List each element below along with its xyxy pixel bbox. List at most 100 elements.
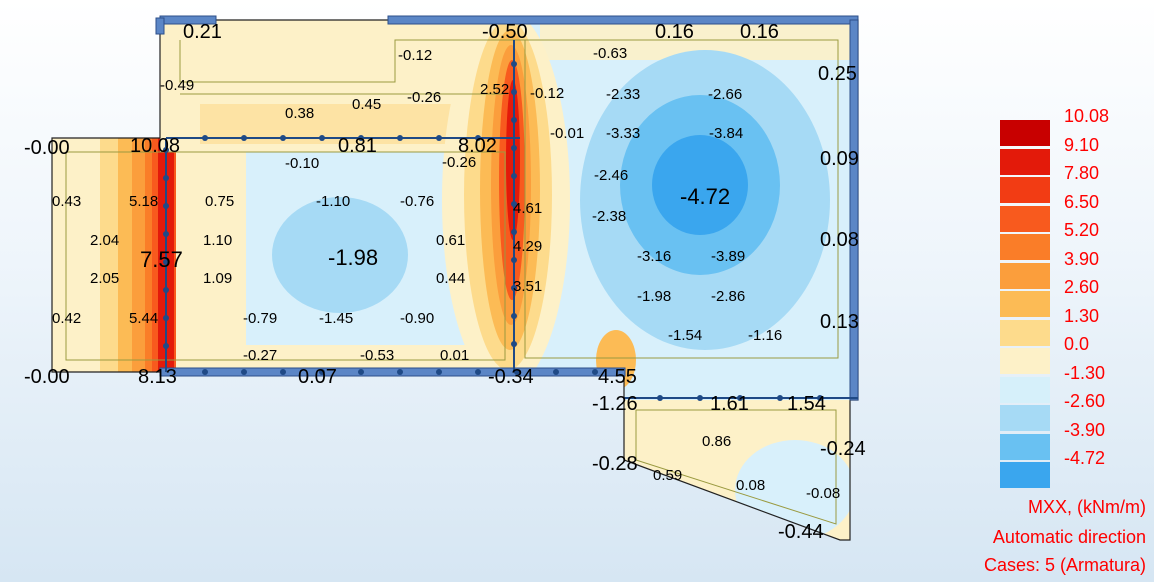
moment-value-label: 4.55 [598,366,637,388]
support-node [511,117,517,123]
moment-value-label: 5.18 [129,193,158,210]
support-nodes [163,61,823,401]
support-node [319,369,325,375]
moment-value-label: -1.98 [328,245,378,270]
moment-value-label: 0.25 [818,63,857,85]
support-node [657,395,663,401]
moment-value-label: -3.89 [711,248,745,265]
legend-swatch [1000,262,1050,289]
support-node [511,285,517,291]
moment-value-label: -0.12 [398,47,432,64]
moment-value-label: -0.34 [488,366,534,388]
support-node [241,135,247,141]
moment-value-label: -0.01 [550,125,584,142]
legend-swatch [1000,462,1050,488]
legend-swatch [1000,291,1050,317]
support-node [511,313,517,319]
moment-value-label: -0.50 [482,21,528,43]
moment-value-label: -0.12 [530,85,564,102]
moment-value-label: -0.00 [24,366,70,388]
support-node [436,369,442,375]
moment-value-label: -0.27 [243,347,277,364]
support-node [163,287,169,293]
support-node [817,395,823,401]
support-node [358,369,364,375]
legend-label: 9.10 [1064,134,1100,155]
legend-swatch [1000,433,1050,460]
legend-swatch [1000,319,1050,346]
support-node [511,173,517,179]
legend-swatch [1000,205,1050,232]
moment-value-label: 0.38 [285,105,314,122]
moment-value-label: 1.54 [787,393,826,415]
support-node [397,369,403,375]
support-node [163,175,169,181]
legend-swatch [1000,405,1050,431]
support-node [241,369,247,375]
moment-value-label: -0.49 [160,77,194,94]
support-node [358,135,364,141]
support-node [163,343,169,349]
support-node [202,369,208,375]
support-node [163,203,169,209]
moment-value-label: -2.38 [592,208,626,225]
moment-value-label: -0.76 [400,193,434,210]
moment-value-label: -1.98 [637,288,671,305]
moment-value-label: 1.09 [203,270,232,287]
legend-direction: Automatic direction [992,527,1146,547]
moment-value-label: 0.16 [740,21,779,43]
moment-value-label: -0.44 [778,521,824,543]
moment-value-label: 1.10 [203,232,232,249]
moment-value-label: 0.21 [183,21,222,43]
legend-swatch [1000,348,1050,374]
support-node [777,395,783,401]
legend-label: 10.08 [1064,106,1110,126]
moment-value-label: -0.24 [820,438,866,460]
value-labels: 0.21 -0.12 -0.50 -0.63 0.16 0.16 0.25 -0.49 -0.2… [24,21,866,543]
support-node [436,135,442,141]
support-node [511,61,517,67]
moment-value-label: 0.16 [655,21,694,43]
support-node [511,201,517,207]
moment-value-label: 0.43 [52,193,81,210]
legend-quantity: MXX, (kNm/m) [1028,497,1146,517]
moment-value-label: 2.04 [90,232,119,249]
moment-value-label: -2.33 [606,86,640,103]
moment-value-label: 0.44 [436,270,465,287]
legend-cases: Cases: 5 (Armatura) [983,555,1146,575]
moment-value-label: 0.61 [436,232,465,249]
moment-value-label: 0.08 [736,477,765,494]
moment-value-label: 0.59 [653,467,682,484]
legend-label: 6.50 [1064,191,1100,212]
legend-label: 3.90 [1064,248,1100,269]
support-node [511,145,517,151]
moment-value-label: -1.16 [748,327,782,344]
moment-value-label: -4.72 [680,184,730,209]
moment-contour-map: 0.21 -0.12 -0.50 -0.63 0.16 0.16 0.25 -0.49 -0.2… [24,15,866,543]
support-node [397,135,403,141]
legend-label: -3.90 [1064,419,1106,440]
support-node [511,89,517,95]
legend-label: 7.80 [1064,163,1100,183]
moment-value-label: 8.13 [138,366,177,388]
support-node [280,369,286,375]
moment-value-label: 2.52 [480,81,509,98]
moment-value-label: -3.33 [606,125,640,142]
support-node [163,259,169,265]
moment-value-label: 0.01 [440,347,469,364]
moment-value-label: 0.08 [820,229,859,251]
inner-lines [65,39,839,525]
moment-value-label: -0.10 [285,155,319,172]
support-node [511,229,517,235]
moment-value-label: 1.61 [710,393,749,415]
moment-value-label: -0.79 [243,310,277,327]
moment-value-label: 3.51 [513,278,542,295]
moment-value-label: -3.16 [637,248,671,265]
support-node [280,135,286,141]
support-node [737,395,743,401]
moment-value-label: -0.28 [592,453,638,475]
support-node [319,135,325,141]
moment-value-label: 8.02 [458,135,497,157]
moment-value-label: -3.84 [709,125,743,142]
moment-value-label: 0.86 [702,433,731,450]
